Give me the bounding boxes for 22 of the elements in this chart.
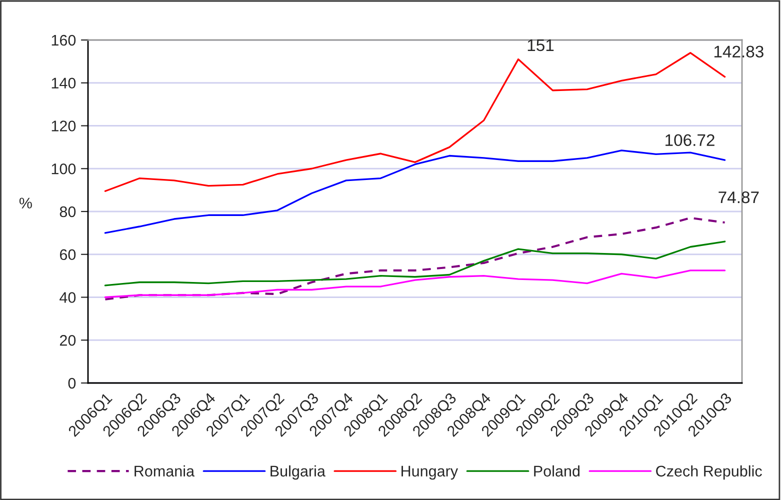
legend-label: Poland [534, 465, 580, 477]
legend-label: Hungary [402, 466, 458, 480]
legend-label: Bulgaria [270, 465, 326, 480]
annotation: 106.72 [666, 134, 714, 146]
legend-label: Czech Republic [656, 465, 762, 480]
y-tick-label: 100 [52, 163, 76, 174]
annotation: 151 [528, 39, 554, 52]
y-tick-label: 40 [60, 292, 76, 303]
y-axis-title: % [19, 198, 32, 208]
y-tick-label: 60 [60, 249, 76, 260]
annotation: 142.83 [714, 46, 764, 58]
line-series [104, 216, 726, 300]
y-tick-label: 160 [52, 34, 76, 46]
legend-label: Romania [134, 465, 195, 477]
line-series [104, 270, 726, 298]
y-tick-label: 140 [52, 78, 76, 89]
y-tick-label: 20 [60, 334, 76, 346]
y-tick-label: 0 [68, 378, 76, 389]
y-tick-label: 80 [60, 206, 76, 218]
y-tick-label: 120 [52, 120, 76, 132]
line-series [104, 240, 726, 286]
annotation: 74.87 [718, 191, 759, 204]
